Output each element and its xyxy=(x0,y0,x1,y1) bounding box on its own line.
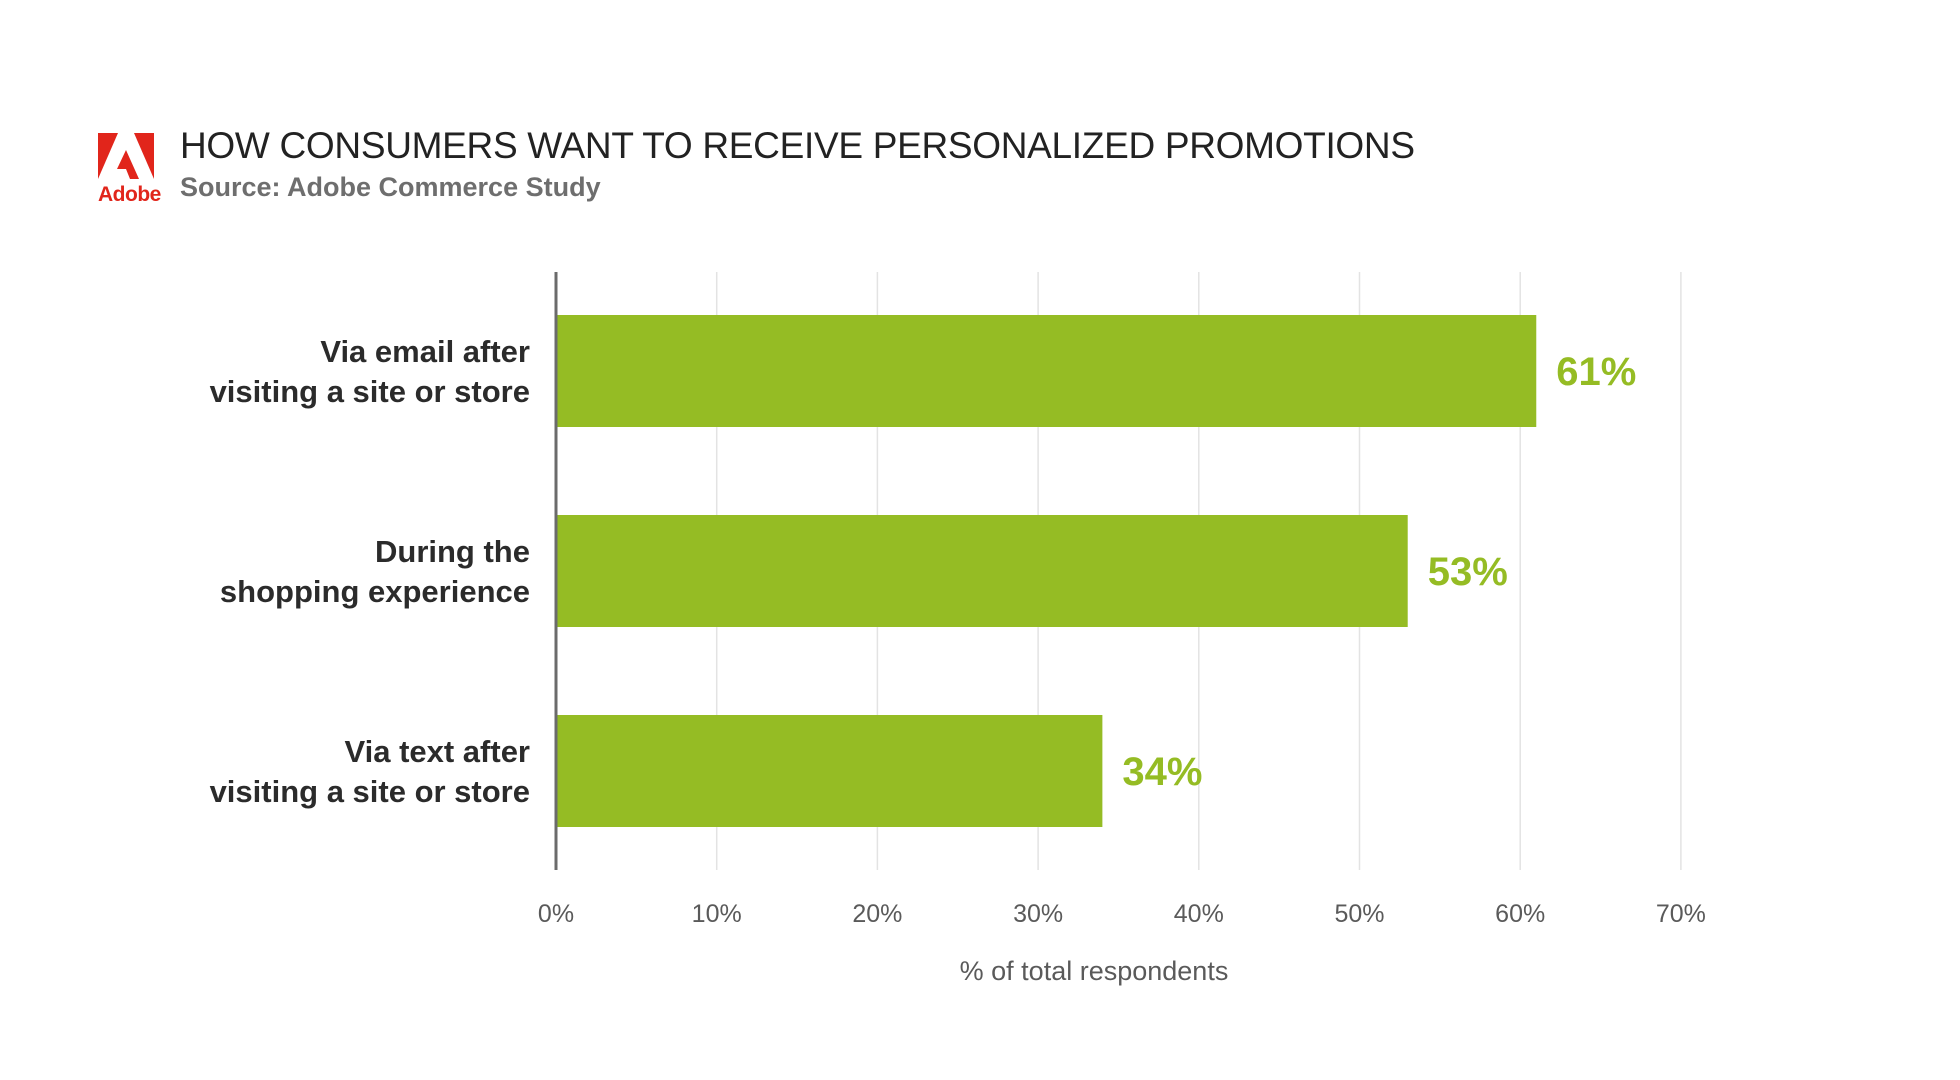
category-label: shopping experience xyxy=(220,574,530,609)
data-label: 53% xyxy=(1428,550,1508,594)
x-axis-title: % of total respondents xyxy=(960,956,1229,986)
bar xyxy=(556,715,1103,827)
category-label: visiting a site or store xyxy=(210,374,530,409)
x-tick-label: 70% xyxy=(1656,900,1706,928)
data-label: 34% xyxy=(1122,750,1202,794)
x-tick-label: 60% xyxy=(1495,900,1545,928)
x-tick-label: 50% xyxy=(1334,900,1384,928)
x-tick-label: 10% xyxy=(692,900,742,928)
chart-subtitle: Source: Adobe Commerce Study xyxy=(180,172,601,202)
adobe-logo-text: Adobe xyxy=(98,183,161,206)
category-label: During the xyxy=(375,534,530,569)
bar xyxy=(556,315,1537,427)
adobe-logo-icon xyxy=(98,133,154,179)
category-label: visiting a site or store xyxy=(210,774,530,809)
adobe-logo: Adobe xyxy=(98,133,161,209)
x-tick-label: 20% xyxy=(852,900,902,928)
bar xyxy=(556,515,1408,627)
x-tick-label: 0% xyxy=(538,900,574,928)
category-label: Via email after xyxy=(320,334,530,369)
category-label: Via text after xyxy=(344,734,530,769)
x-tick-label: 30% xyxy=(1013,900,1063,928)
chart-title: HOW CONSUMERS WANT TO RECEIVE PERSONALIZ… xyxy=(180,125,1415,166)
x-tick-label: 40% xyxy=(1174,900,1224,928)
data-label: 61% xyxy=(1556,350,1636,394)
